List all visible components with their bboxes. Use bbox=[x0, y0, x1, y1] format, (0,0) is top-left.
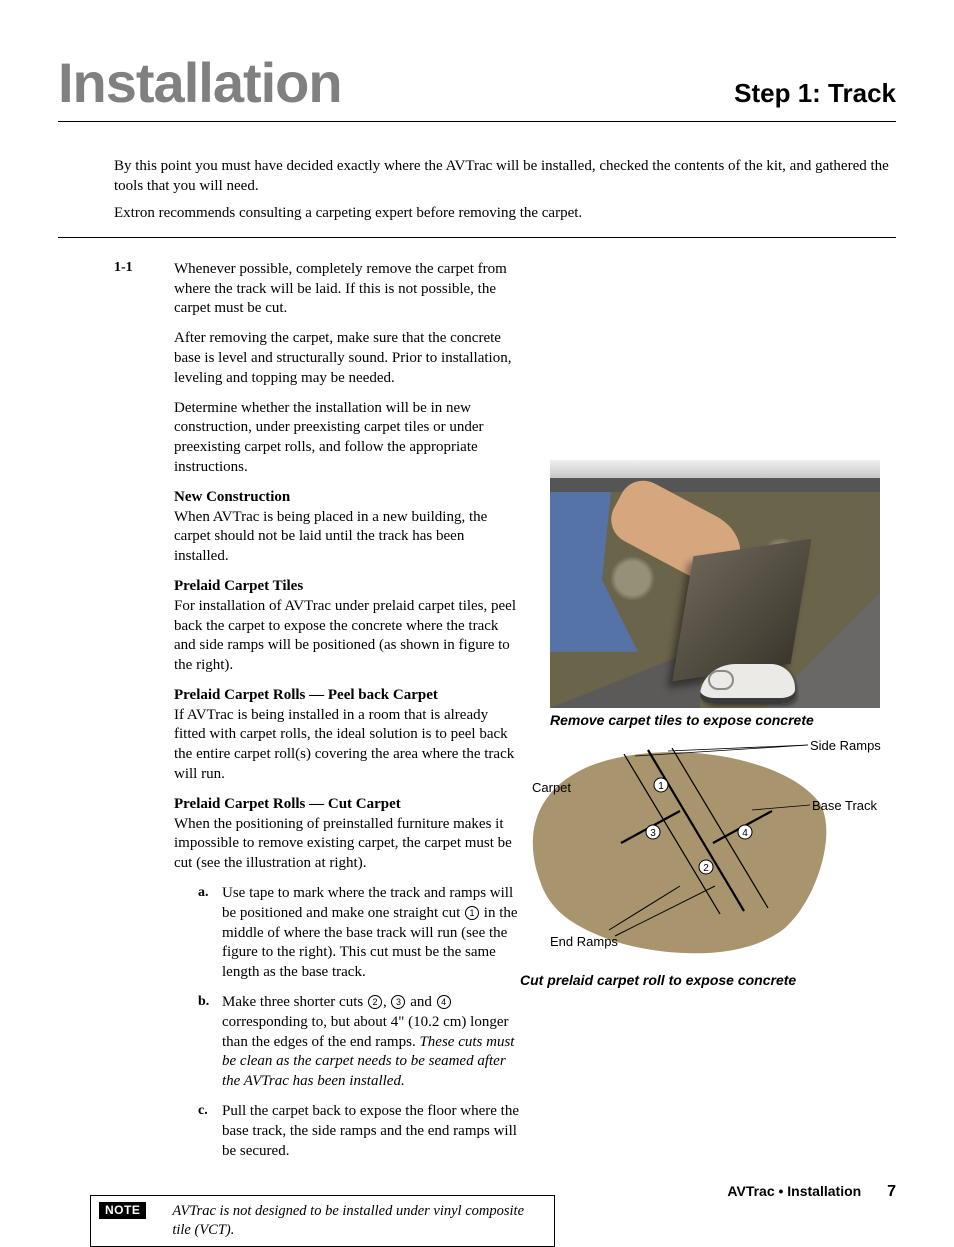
heading-prelaid-tiles: Prelaid Carpet Tiles bbox=[174, 577, 520, 597]
substep-c-letter: c. bbox=[198, 1102, 222, 1161]
right-column: Remove carpet tiles to expose concrete bbox=[544, 260, 896, 988]
substep-a: a. Use tape to mark where the track and … bbox=[198, 884, 520, 983]
step-p5: For installation of AVTrac under prelaid… bbox=[174, 597, 520, 676]
step-title: Step 1: Track bbox=[734, 78, 896, 109]
note-box: NOTE AVTrac is not designed to be instal… bbox=[90, 1195, 555, 1247]
diagram-caption: Cut prelaid carpet roll to expose concre… bbox=[520, 972, 896, 988]
substep-c-text: Pull the carpet back to expose the floor… bbox=[222, 1102, 520, 1161]
step-1-1: 1-1 Whenever possible, completely remove… bbox=[114, 260, 520, 1172]
intro-block: By this point you must have decided exac… bbox=[114, 156, 896, 223]
circled-1-icon: 1 bbox=[465, 906, 479, 920]
intro-p1: By this point you must have decided exac… bbox=[114, 156, 896, 197]
step-p1: Whenever possible, completely remove the… bbox=[174, 260, 520, 319]
svg-text:3: 3 bbox=[650, 828, 656, 839]
step-p6: If AVTrac is being installed in a room t… bbox=[174, 706, 520, 785]
svg-text:2: 2 bbox=[703, 863, 709, 874]
page-header: Installation Step 1: Track bbox=[58, 50, 896, 122]
two-column-layout: 1-1 Whenever possible, completely remove… bbox=[58, 260, 896, 1172]
note-text: AVTrac is not designed to be installed u… bbox=[172, 1202, 546, 1240]
substep-b: b. Make three shorter cuts 2, 3 and 4 co… bbox=[198, 993, 520, 1092]
diagram-label-end-ramps: End Ramps bbox=[550, 934, 618, 949]
intro-p2: Extron recommends consulting a carpeting… bbox=[114, 203, 896, 223]
substep-b-text: Make three shorter cuts 2, 3 and 4 corre… bbox=[222, 993, 520, 1092]
photo-track-strip bbox=[550, 460, 880, 494]
photo-shoe bbox=[700, 664, 795, 704]
photo-lifted-tile bbox=[672, 538, 811, 681]
divider bbox=[58, 237, 896, 238]
photo-caption: Remove carpet tiles to expose concrete bbox=[550, 712, 896, 728]
diagram-marker-2: 2 bbox=[699, 860, 713, 874]
substep-b-letter: b. bbox=[198, 993, 222, 1092]
circled-3-icon: 3 bbox=[391, 995, 405, 1009]
diagram-carpet-shape bbox=[533, 752, 826, 953]
substep-a-letter: a. bbox=[198, 884, 222, 983]
svg-text:1: 1 bbox=[658, 781, 664, 792]
step-number: 1-1 bbox=[114, 260, 174, 1172]
diagram-leader-side1 bbox=[635, 745, 808, 756]
footer-page-number: 7 bbox=[887, 1183, 896, 1200]
page-title: Installation bbox=[58, 50, 342, 115]
substep-list: a. Use tape to mark where the track and … bbox=[174, 884, 520, 1161]
step-p3: Determine whether the installation will … bbox=[174, 399, 520, 478]
diagram-label-base-track: Base Track bbox=[812, 798, 877, 813]
diagram-marker-4: 4 bbox=[738, 825, 752, 839]
substep-a-text: Use tape to mark where the track and ram… bbox=[222, 884, 520, 983]
cut-diagram: 1 2 3 4 Carpet Side Ramps Base Track End… bbox=[520, 736, 878, 962]
heading-new-construction: New Construction bbox=[174, 488, 520, 508]
footer-text: AVTrac • Installation bbox=[727, 1183, 861, 1199]
svg-text:4: 4 bbox=[742, 828, 748, 839]
step-body: Whenever possible, completely remove the… bbox=[174, 260, 520, 1172]
photo-remove-tiles bbox=[550, 460, 880, 708]
step-p7: When the positioning of preinstalled fur… bbox=[174, 815, 520, 874]
diagram-marker-3: 3 bbox=[646, 825, 660, 839]
heading-prelaid-rolls-peel: Prelaid Carpet Rolls — Peel back Carpet bbox=[174, 686, 520, 706]
page-footer: AVTrac • Installation 7 bbox=[727, 1183, 896, 1201]
left-column: 1-1 Whenever possible, completely remove… bbox=[58, 260, 520, 1172]
diagram-label-side-ramps: Side Ramps bbox=[810, 738, 881, 753]
substep-c: c. Pull the carpet back to expose the fl… bbox=[198, 1102, 520, 1161]
diagram-label-carpet: Carpet bbox=[532, 780, 571, 795]
diagram-marker-1: 1 bbox=[654, 778, 668, 792]
step-p4: When AVTrac is being placed in a new bui… bbox=[174, 508, 520, 567]
note-badge: NOTE bbox=[99, 1202, 146, 1219]
circled-2-icon: 2 bbox=[368, 995, 382, 1009]
heading-prelaid-rolls-cut: Prelaid Carpet Rolls — Cut Carpet bbox=[174, 795, 520, 815]
diagram-leader-side2 bbox=[668, 745, 808, 751]
step-p2: After removing the carpet, make sure tha… bbox=[174, 329, 520, 388]
circled-4-icon: 4 bbox=[437, 995, 451, 1009]
